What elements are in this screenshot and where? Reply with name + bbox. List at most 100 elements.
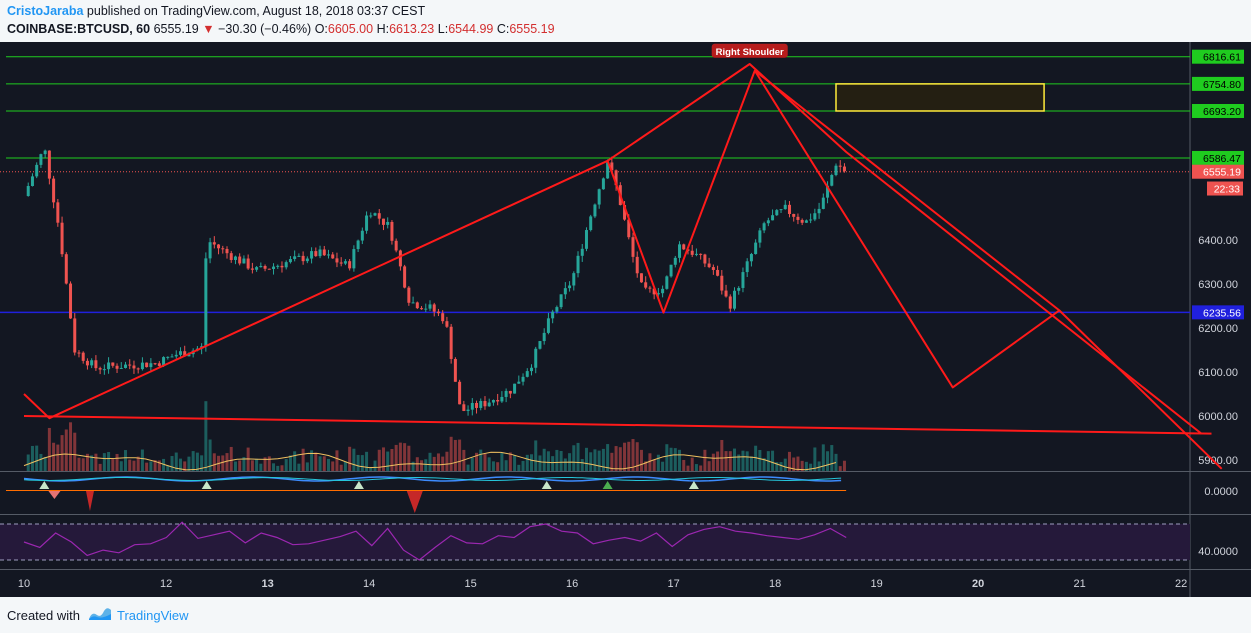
candle-body — [597, 189, 601, 205]
candle-body — [572, 273, 576, 286]
candle-body — [500, 396, 504, 402]
volume-bar — [534, 440, 538, 471]
symbol-info: COINBASE:BTCUSD, 60 6555.19 ▼ −30.30 (−0… — [7, 22, 555, 36]
price-axis-label: 22:33 — [1214, 184, 1240, 196]
low-label: L: — [437, 22, 449, 36]
candle-body — [475, 402, 479, 408]
candle-body — [373, 213, 377, 216]
volume-bar — [140, 449, 144, 471]
volume-bar — [411, 461, 415, 471]
volume-bar — [343, 461, 347, 471]
volume-bar — [546, 451, 550, 471]
candle-body — [838, 165, 842, 167]
candle-body — [830, 175, 834, 186]
candle-body — [665, 276, 669, 289]
chart-area[interactable]: 5900.00 6000.00 6100.00 6200.00 6300.00 6400.… — [0, 42, 1251, 597]
volume-bar — [606, 444, 610, 471]
candle-body — [212, 242, 216, 245]
chart-canvas[interactable]: 5900.00 6000.00 6100.00 6200.00 6300.00 6400.… — [0, 42, 1251, 597]
volume-bar — [162, 458, 166, 471]
volume-bar — [47, 427, 51, 471]
volume-bar — [656, 454, 660, 471]
volume-bar — [584, 447, 588, 471]
volume-bar — [576, 442, 580, 471]
volume-bar — [255, 458, 259, 471]
y-tick-label: 6300.00 — [1198, 279, 1238, 291]
volume-bar — [690, 457, 694, 471]
volume-bar — [530, 454, 533, 471]
volume-bar — [276, 465, 280, 471]
volume-bar — [483, 453, 487, 471]
candle-body — [98, 368, 102, 370]
candle-body — [576, 255, 580, 274]
low-value: 6544.99 — [448, 22, 494, 36]
x-tick-label: 21 — [1073, 578, 1085, 590]
candle-body — [504, 390, 508, 397]
volume-bar — [842, 460, 846, 471]
volume-bar — [225, 453, 229, 471]
tradingview-brand-link[interactable]: TradingView — [117, 608, 189, 623]
candle-body — [174, 354, 178, 357]
volume-bar — [30, 445, 34, 471]
candle-body — [280, 265, 284, 268]
buy-signal-marker — [541, 481, 552, 489]
volume-bar — [314, 452, 318, 471]
volume-bar — [242, 457, 246, 471]
volume-bar — [555, 449, 559, 471]
candle-body — [568, 285, 572, 289]
candle-body — [741, 272, 745, 288]
volume-bar — [479, 449, 483, 471]
candle-body — [398, 250, 402, 267]
candle-body — [745, 261, 749, 273]
candle-body — [250, 268, 254, 270]
candle-body — [796, 216, 800, 220]
candle-body — [369, 215, 373, 217]
candle-body — [288, 259, 292, 263]
buy-signal-marker — [688, 481, 699, 489]
volume-bar — [817, 461, 821, 471]
volume-bar — [398, 442, 402, 471]
price-axis-label: 6586.47 — [1203, 153, 1241, 165]
volume-bar — [280, 465, 284, 471]
volume-bar — [635, 442, 639, 471]
tradingview-logo-icon[interactable] — [88, 606, 112, 622]
volume-bar — [259, 463, 263, 471]
volume-bar — [288, 455, 292, 471]
volume-bar — [208, 439, 212, 471]
volume-bar — [813, 447, 817, 471]
y-tick-label: 6000.00 — [1198, 411, 1238, 423]
candle-body — [238, 256, 242, 264]
volume-bar — [107, 451, 111, 471]
candle-body — [449, 326, 453, 359]
candle-body — [377, 213, 381, 219]
volume-bar — [475, 452, 479, 471]
target-zone-box — [835, 83, 1045, 112]
symbol-name[interactable]: COINBASE:BTCUSD, 60 — [7, 22, 151, 36]
price-axis-label: 6235.56 — [1203, 307, 1241, 319]
candle-body — [276, 265, 280, 267]
candle-body — [762, 223, 766, 231]
volume-bar — [310, 450, 314, 471]
author-link[interactable]: CristoJaraba — [7, 4, 84, 18]
volume-bar — [496, 462, 500, 471]
candle-body — [327, 254, 330, 256]
candle-body — [204, 258, 208, 347]
candle-body — [699, 253, 703, 255]
candle-body — [800, 219, 804, 223]
candle-body — [458, 381, 462, 405]
volume-bar — [200, 455, 204, 471]
price-axis-label: 6816.61 — [1203, 52, 1241, 64]
candle-body — [356, 240, 360, 250]
volume-bar — [804, 461, 808, 471]
volume-bar — [724, 451, 728, 471]
candle-body — [436, 311, 440, 314]
volume-bar — [369, 466, 373, 471]
candle-body — [322, 249, 326, 256]
candle-body — [652, 288, 656, 295]
volume-bar — [521, 460, 525, 471]
candle-body — [225, 248, 229, 254]
candle-body — [102, 369, 106, 371]
candle-body — [563, 288, 567, 295]
candle-body — [318, 249, 322, 257]
candle-body — [466, 409, 470, 411]
